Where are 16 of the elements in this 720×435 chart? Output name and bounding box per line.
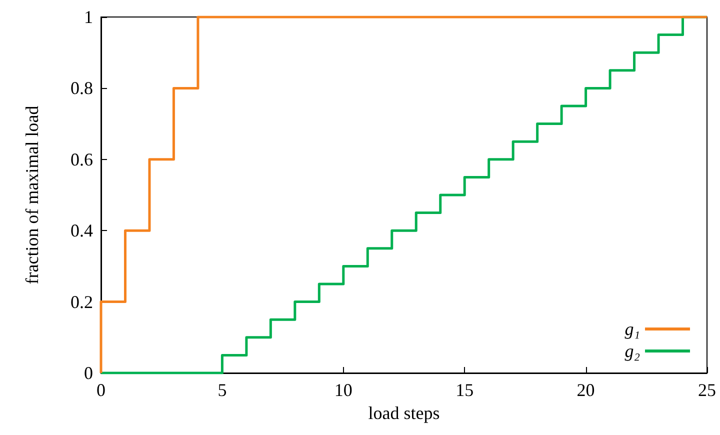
x-tick-label: 5 bbox=[218, 380, 227, 400]
legend-label: g₂ bbox=[624, 341, 640, 361]
y-tick-label: 0.2 bbox=[70, 292, 93, 312]
x-tick-label: 0 bbox=[96, 380, 106, 400]
x-tick-label: 10 bbox=[334, 380, 352, 400]
x-tick-label: 25 bbox=[698, 380, 716, 400]
x-axis-title: load steps bbox=[368, 402, 440, 423]
y-tick-label: 0.4 bbox=[70, 220, 93, 241]
x-tick-label: 20 bbox=[576, 380, 595, 400]
x-tick-label: 15 bbox=[456, 380, 474, 400]
y-tick-label: 0.8 bbox=[70, 78, 93, 98]
y-tick-label: 0 bbox=[84, 363, 93, 383]
y-axis-title: fraction of maximal load bbox=[22, 106, 42, 284]
legend-label: g₁ bbox=[624, 319, 640, 339]
y-tick-label: 1 bbox=[84, 7, 93, 27]
y-tick-label: 0.6 bbox=[70, 149, 93, 170]
